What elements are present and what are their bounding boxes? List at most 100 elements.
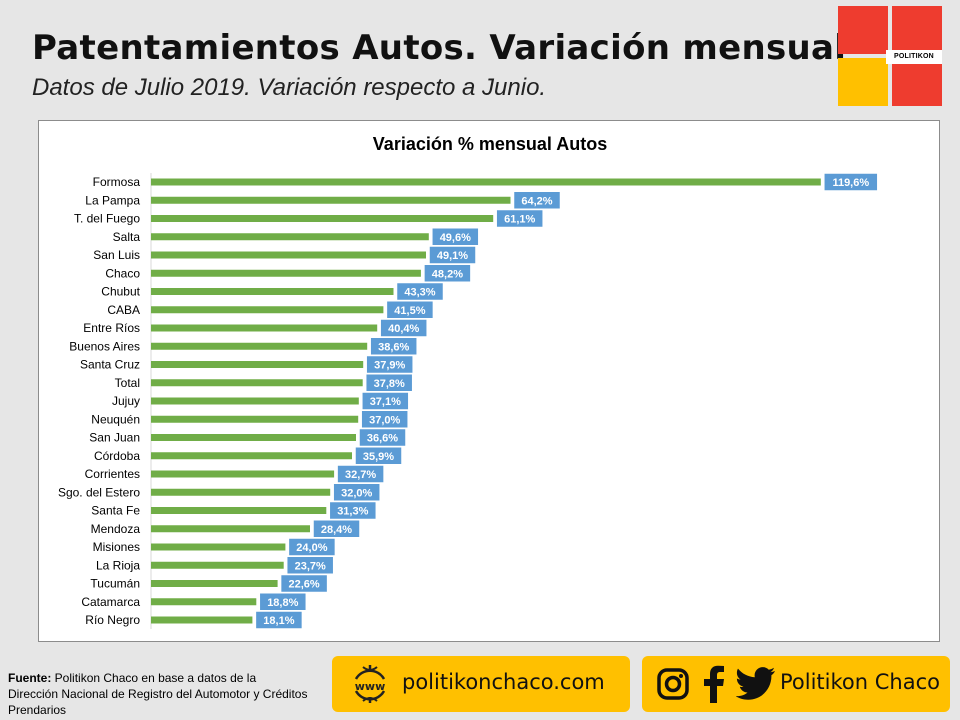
bar — [151, 543, 286, 551]
category-label: Salta — [113, 230, 141, 244]
data-label: 40,4% — [388, 323, 419, 335]
data-label: 64,2% — [521, 195, 552, 207]
bar — [151, 415, 359, 423]
category-label: Catamarca — [81, 595, 140, 609]
data-label-box — [423, 263, 472, 283]
data-label: 38,6% — [378, 341, 409, 353]
category-label: Misiones — [93, 540, 140, 554]
category-label: Sgo. del Estero — [58, 485, 140, 499]
data-label: 49,6% — [440, 232, 471, 244]
bar — [151, 470, 335, 478]
logo-square-top-right — [892, 6, 942, 54]
category-label: Total — [115, 376, 140, 390]
facebook-icon[interactable] — [702, 665, 726, 703]
category-label: Chubut — [101, 285, 140, 299]
website-banner[interactable]: www politikonchaco.com — [332, 656, 630, 712]
bar — [151, 525, 310, 533]
bar — [151, 342, 368, 350]
twitter-icon[interactable] — [736, 667, 776, 701]
data-label: 35,9% — [363, 451, 394, 463]
data-label: 36,6% — [367, 433, 398, 445]
category-label: La Pampa — [85, 193, 140, 207]
bar — [151, 379, 363, 387]
data-label: 24,0% — [296, 542, 327, 554]
category-label: La Rioja — [96, 558, 140, 572]
category-label: San Juan — [89, 431, 140, 445]
website-link[interactable]: politikonchaco.com — [402, 670, 605, 694]
category-label: San Luis — [93, 248, 140, 262]
bar-group: Formosa 119,6% La Pampa 64,2% T. del Fuego 61… — [58, 172, 879, 630]
category-label: Buenos Aires — [69, 339, 140, 353]
logo-square-bottom-left — [838, 58, 888, 106]
data-label: 28,4% — [321, 524, 352, 536]
data-label: 37,8% — [374, 378, 405, 390]
bar — [151, 488, 331, 496]
bar — [151, 598, 257, 606]
globe-icon-text: www — [355, 680, 386, 693]
data-label-box — [495, 208, 544, 229]
page-subtitle: Datos de Julio 2019. Variación respecto … — [32, 74, 547, 101]
bar — [151, 452, 352, 460]
bar — [151, 269, 421, 277]
bar — [151, 251, 426, 259]
bar — [151, 361, 364, 368]
bar — [151, 580, 278, 587]
data-label: 22,6% — [288, 579, 319, 591]
politikon-logo: POLITIKON — [838, 6, 942, 106]
data-label: 49,1% — [437, 250, 468, 262]
data-label: 18,8% — [267, 597, 298, 609]
social-handle: Politikon Chaco — [780, 670, 940, 694]
bar — [151, 324, 378, 332]
category-label: Córdoba — [94, 449, 140, 463]
source-text: Politikon Chaco en base a datos de la Di… — [8, 671, 308, 717]
category-label: Entre Ríos — [83, 321, 140, 335]
category-label: Corrientes — [85, 467, 140, 481]
category-label: Neuquén — [91, 412, 140, 426]
globe-icon: www — [355, 665, 386, 703]
category-label: Santa Fe — [91, 504, 140, 518]
data-label: 119,6% — [832, 177, 869, 189]
logo-text: POLITIKON — [886, 50, 942, 64]
bar — [151, 233, 429, 241]
category-label: CABA — [107, 303, 140, 317]
bar — [151, 616, 253, 624]
instagram-icon[interactable] — [656, 667, 690, 701]
data-label: 32,0% — [341, 487, 372, 499]
chart-container: Variación % mensual Autos Formosa 119,6% L… — [38, 120, 940, 642]
bar — [151, 306, 384, 314]
data-label: 48,2% — [432, 268, 463, 280]
category-label: Santa Cruz — [80, 358, 140, 372]
data-label: 37,9% — [374, 360, 405, 372]
category-label: Chaco — [105, 266, 140, 280]
bar — [151, 434, 356, 441]
data-label: 37,1% — [370, 396, 401, 408]
source-note: Fuente: Politikon Chaco en base a datos … — [8, 670, 308, 718]
category-label: T. del Fuego — [74, 212, 140, 226]
data-label: 61,1% — [504, 214, 535, 226]
category-label: Río Negro — [85, 613, 140, 627]
bar — [151, 288, 394, 295]
bar — [151, 178, 821, 186]
data-label-box — [823, 172, 879, 192]
social-banner: Politikon Chaco — [642, 656, 950, 712]
bar — [151, 397, 359, 405]
data-label: 18,1% — [263, 615, 294, 627]
data-label-box — [312, 519, 361, 539]
logo-square-top-left — [838, 6, 888, 54]
bar — [151, 215, 494, 222]
chart-title: Variación % mensual Autos — [373, 134, 607, 154]
data-label: 32,7% — [345, 469, 376, 481]
data-label: 37,0% — [369, 414, 400, 426]
data-label: 31,3% — [337, 506, 368, 518]
category-label: Jujuy — [112, 394, 140, 408]
category-label: Mendoza — [91, 522, 141, 536]
category-label: Formosa — [93, 175, 141, 189]
bar — [151, 561, 284, 569]
logo-square-bottom-right — [892, 58, 942, 106]
source-label: Fuente: — [8, 671, 52, 685]
data-label: 23,7% — [295, 560, 326, 572]
bar — [151, 507, 327, 514]
page-title: Patentamientos Autos. Variación mensual — [32, 28, 847, 68]
bar — [151, 196, 511, 204]
data-label: 41,5% — [394, 305, 425, 317]
